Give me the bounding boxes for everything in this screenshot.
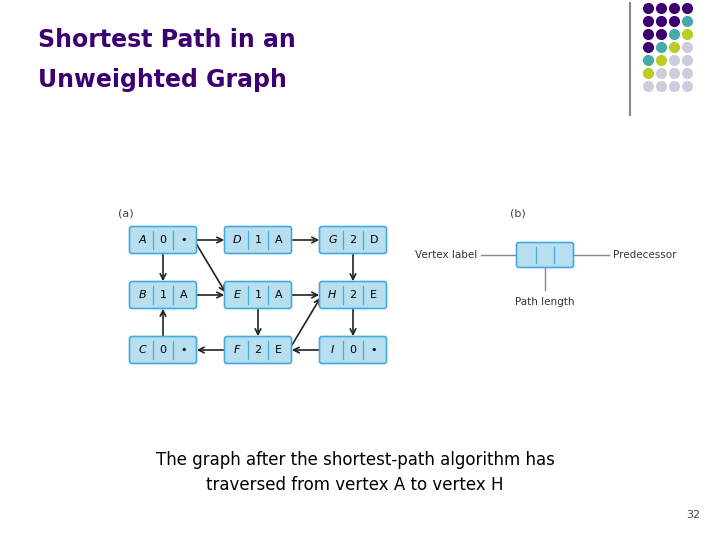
Text: 0: 0 — [349, 345, 356, 355]
FancyBboxPatch shape — [225, 336, 292, 363]
Text: •: • — [370, 345, 377, 355]
Text: 1: 1 — [160, 290, 166, 300]
Text: D: D — [233, 235, 242, 245]
Text: B: B — [138, 290, 146, 300]
Text: 32: 32 — [686, 510, 700, 520]
Text: A: A — [138, 235, 146, 245]
Text: 2: 2 — [349, 235, 356, 245]
Text: 1: 1 — [254, 235, 261, 245]
Text: G: G — [328, 235, 337, 245]
FancyBboxPatch shape — [516, 242, 574, 267]
Text: (b): (b) — [510, 208, 526, 218]
Text: H: H — [328, 290, 336, 300]
FancyBboxPatch shape — [225, 281, 292, 308]
FancyBboxPatch shape — [130, 336, 197, 363]
Text: 0: 0 — [160, 345, 166, 355]
Text: D: D — [369, 235, 378, 245]
FancyBboxPatch shape — [320, 226, 387, 253]
Text: traversed from vertex A to vertex H: traversed from vertex A to vertex H — [206, 476, 504, 494]
Text: E: E — [234, 290, 240, 300]
Text: A: A — [275, 290, 282, 300]
Text: A: A — [180, 290, 187, 300]
FancyBboxPatch shape — [130, 281, 197, 308]
Text: E: E — [370, 290, 377, 300]
Text: C: C — [138, 345, 146, 355]
Text: Predecessor: Predecessor — [613, 250, 677, 260]
Text: E: E — [275, 345, 282, 355]
FancyBboxPatch shape — [225, 226, 292, 253]
Text: Vertex label: Vertex label — [415, 250, 477, 260]
Text: (a): (a) — [118, 208, 134, 218]
FancyBboxPatch shape — [320, 336, 387, 363]
Text: I: I — [330, 345, 334, 355]
Text: 2: 2 — [254, 345, 261, 355]
Text: A: A — [275, 235, 282, 245]
Text: Path length: Path length — [516, 297, 575, 307]
FancyBboxPatch shape — [320, 281, 387, 308]
Text: Shortest Path in an: Shortest Path in an — [38, 28, 296, 52]
FancyBboxPatch shape — [130, 226, 197, 253]
Text: •: • — [181, 235, 187, 245]
Text: Unweighted Graph: Unweighted Graph — [38, 68, 287, 92]
Text: F: F — [234, 345, 240, 355]
Text: 2: 2 — [349, 290, 356, 300]
Text: •: • — [181, 345, 187, 355]
Text: 0: 0 — [160, 235, 166, 245]
Text: 1: 1 — [254, 290, 261, 300]
Text: The graph after the shortest-path algorithm has: The graph after the shortest-path algori… — [156, 451, 554, 469]
